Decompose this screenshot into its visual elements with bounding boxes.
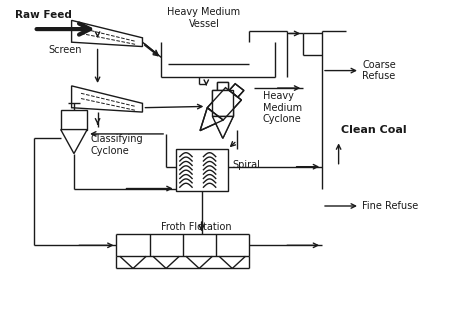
Polygon shape: [200, 108, 223, 131]
Polygon shape: [61, 110, 87, 130]
Polygon shape: [229, 84, 244, 97]
Text: Screen: Screen: [48, 45, 82, 55]
Text: Clean Coal: Clean Coal: [341, 125, 407, 135]
Polygon shape: [217, 82, 228, 90]
Text: Froth Flotation: Froth Flotation: [161, 222, 232, 232]
Polygon shape: [207, 88, 241, 120]
Polygon shape: [61, 130, 87, 154]
Polygon shape: [212, 90, 233, 116]
Text: Fine Refuse: Fine Refuse: [362, 201, 419, 211]
Polygon shape: [212, 116, 233, 138]
Text: Classifying
Cyclone: Classifying Cyclone: [91, 134, 143, 156]
Polygon shape: [72, 86, 143, 112]
Polygon shape: [217, 82, 228, 90]
Text: Heavy Medium
Vessel: Heavy Medium Vessel: [167, 7, 240, 29]
Polygon shape: [212, 90, 233, 116]
Text: Spiral: Spiral: [232, 160, 260, 169]
Text: Heavy
Medium
Cyclone: Heavy Medium Cyclone: [263, 91, 302, 124]
Polygon shape: [212, 116, 233, 138]
Polygon shape: [72, 20, 143, 47]
Text: Raw Feed: Raw Feed: [15, 10, 72, 20]
Bar: [175, 149, 228, 191]
Text: Coarse
Refuse: Coarse Refuse: [362, 60, 396, 81]
